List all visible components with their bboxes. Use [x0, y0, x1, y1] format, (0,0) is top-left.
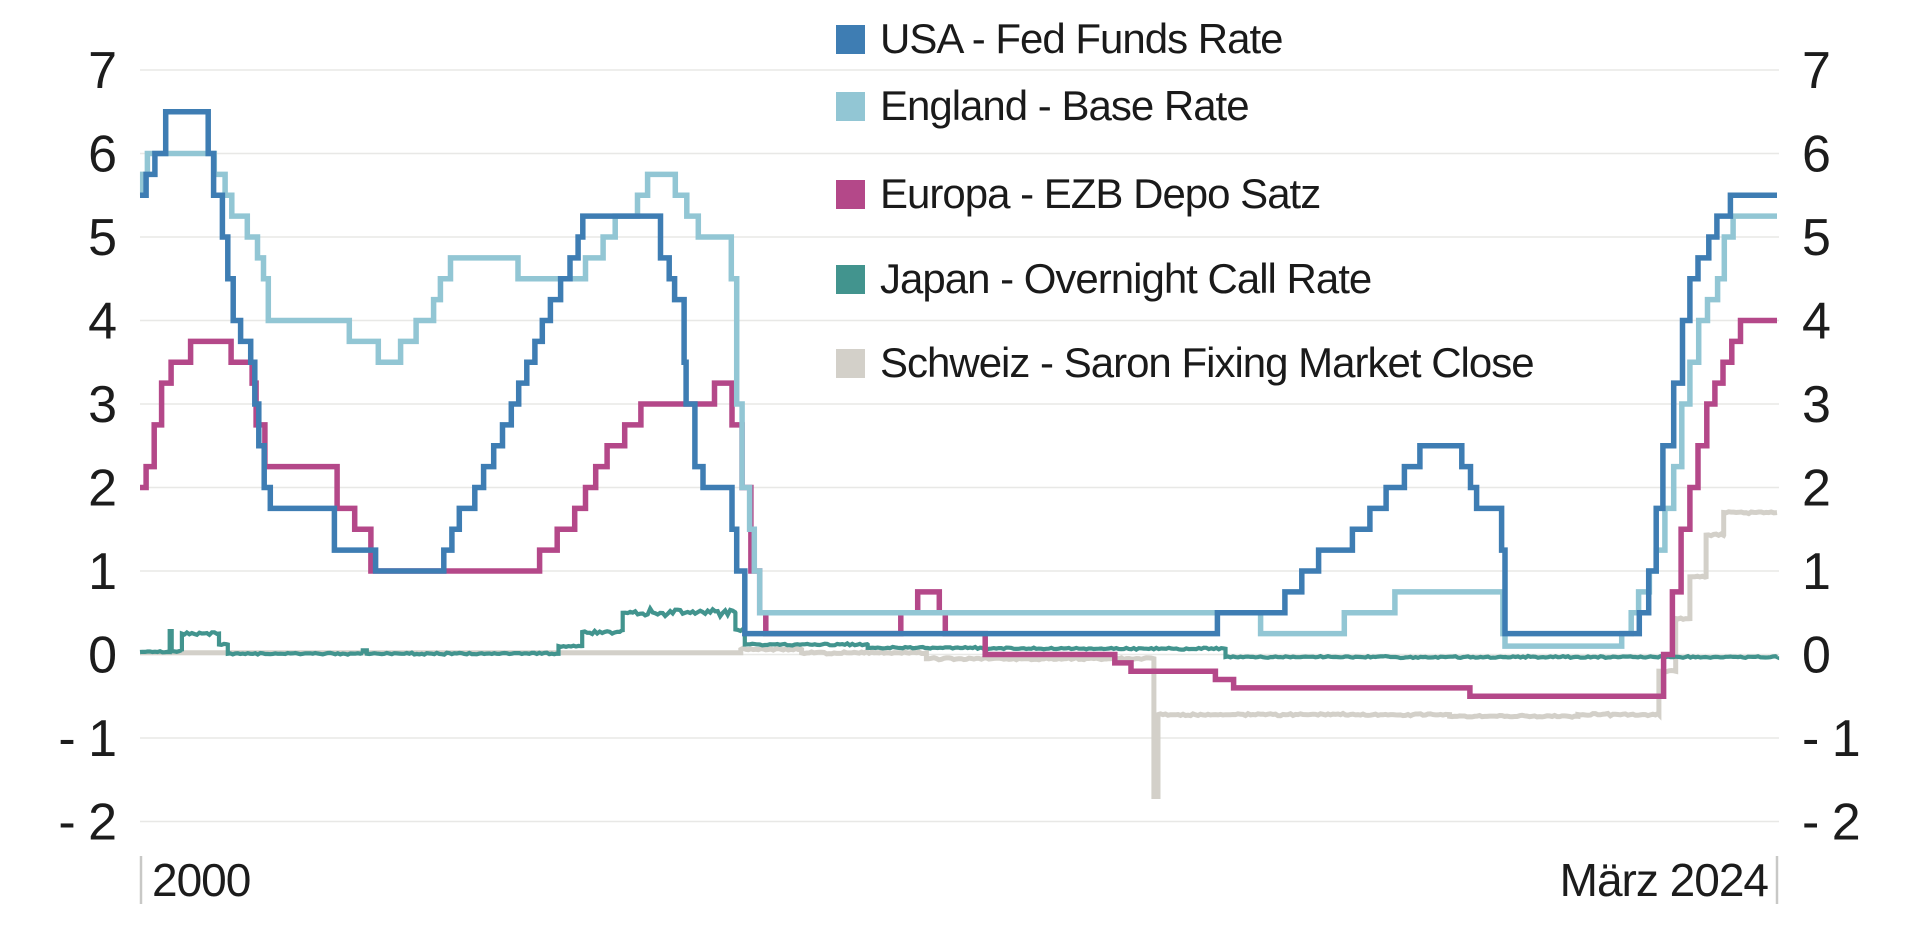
- y-axis-tick-label-right: 6: [1802, 126, 1830, 184]
- y-axis-tick-label-left: 4: [88, 293, 116, 351]
- y-axis-tick-label-right: 2: [1802, 460, 1830, 518]
- y-axis-tick-label-right: - 2: [1802, 794, 1860, 852]
- x-axis-end-label: März 2024: [1560, 854, 1769, 906]
- series-line-england: [139, 150, 1777, 649]
- series-line-europa: [140, 317, 1777, 700]
- gridlines: [140, 69, 1779, 823]
- series-line-usa: [140, 109, 1777, 637]
- y-axis-tick-label-right: 4: [1802, 293, 1830, 351]
- x-axis: 2000 März 2024: [139, 854, 1779, 906]
- y-axis-tick-label-left: 2: [88, 460, 116, 518]
- y-axis-tick-label-left: 0: [88, 627, 116, 685]
- y-axis-tick-label-left: 5: [88, 209, 116, 267]
- y-axis-tick-label-right: 7: [1802, 42, 1830, 100]
- y-axis-tick-label-left: - 2: [58, 794, 116, 852]
- y-axis-tick-label-left: - 1: [58, 710, 116, 768]
- y-axis-tick-label-right: 1: [1802, 543, 1830, 601]
- series-lines: [139, 109, 1780, 799]
- series-line-schweiz: [140, 509, 1778, 799]
- y-axis-tick-label-right: - 1: [1802, 710, 1860, 768]
- y-axis-tick-label-left: 6: [88, 126, 116, 184]
- series-line-japan: [139, 604, 1780, 661]
- y-axis-tick-label-right: 5: [1802, 209, 1830, 267]
- x-axis-start-label: 2000: [152, 854, 250, 906]
- y-axis-tick-label-left: 7: [88, 42, 116, 100]
- y-axis-tick-label-left: 1: [88, 543, 116, 601]
- y-axis-labels: 7 7 6 6 5 5 4 4 3 3 2 2 1 1 0 0 - 1 - 1 - 2 - 2: [58, 42, 1860, 852]
- y-axis-tick-label-right: 3: [1802, 376, 1830, 434]
- y-axis-tick-label-left: 3: [88, 376, 116, 434]
- y-axis-tick-label-right: 0: [1802, 627, 1830, 685]
